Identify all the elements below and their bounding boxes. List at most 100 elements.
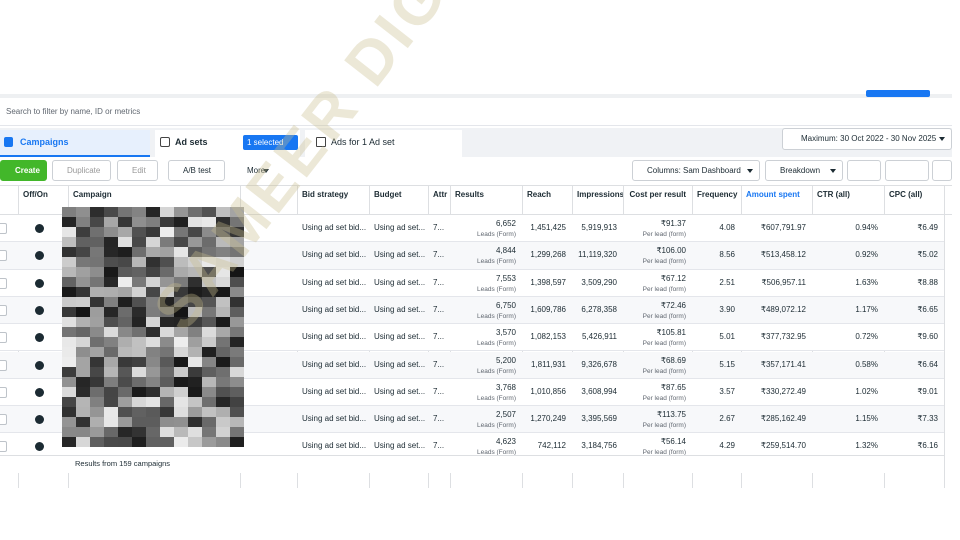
toolbar-button[interactable]: Columns: Sam Dashboard: [632, 160, 760, 181]
redacted-block: [174, 317, 188, 327]
checkbox[interactable]: [0, 332, 7, 344]
campaigns-tab[interactable]: [0, 130, 150, 157]
redacted-block: [202, 227, 216, 237]
toolbar-button[interactable]: Duplicate: [52, 160, 111, 181]
redacted-block: [230, 237, 244, 247]
toggle[interactable]: [35, 415, 44, 425]
redacted-block: [160, 397, 174, 407]
date-range: Maximum: 30 Oct 2022 - 30 Nov 2025: [801, 134, 937, 143]
toolbar-button[interactable]: Breakdown: [765, 160, 843, 181]
icon-button[interactable]: [847, 160, 881, 181]
toggle[interactable]: [35, 442, 44, 452]
cell: Using ad set bid...: [302, 304, 367, 314]
checkbox[interactable]: [0, 223, 7, 234]
redacted-block: [216, 337, 230, 347]
redacted-block: [62, 427, 76, 437]
checkbox[interactable]: [0, 414, 7, 426]
toolbar-button[interactable]: More: [232, 160, 276, 181]
toolbar-button[interactable]: Create: [0, 160, 47, 181]
redacted-block: [188, 287, 202, 297]
toolbar-button[interactable]: A/B test: [168, 160, 225, 181]
toggle[interactable]: [35, 251, 44, 261]
cell: Using ad set...: [374, 277, 426, 287]
cell: 5.01: [719, 332, 735, 342]
ads-tab[interactable]: [305, 130, 462, 157]
checkbox[interactable]: [0, 386, 7, 398]
redacted-block: [132, 327, 146, 337]
search-box[interactable]: [0, 100, 952, 126]
redacted-block: [216, 287, 230, 297]
redacted-block: [160, 387, 174, 397]
icon-button[interactable]: [932, 160, 952, 181]
redacted-block: [230, 427, 244, 437]
cell: 3.57: [719, 386, 735, 396]
toggle[interactable]: [35, 333, 44, 343]
publish-button[interactable]: [866, 90, 930, 97]
cell: ₹113.75: [657, 410, 686, 420]
redacted-block: [90, 297, 104, 307]
cell: Using ad set...: [374, 441, 426, 451]
redacted-block: [146, 407, 160, 417]
icon-button[interactable]: [885, 160, 929, 181]
column-header: CPC (all): [889, 190, 923, 199]
redacted-block: [76, 257, 90, 267]
redacted-block: [174, 417, 188, 427]
cell: 1,270,249: [530, 414, 566, 424]
redacted-block: [174, 327, 188, 337]
redacted-block: [216, 227, 230, 237]
toggle[interactable]: [35, 360, 44, 370]
redacted-block: [118, 357, 132, 367]
cell: 0.94%: [855, 223, 878, 232]
cell: ₹6.49: [917, 223, 938, 232]
selected-badge[interactable]: 1 selected: [243, 135, 298, 150]
redacted-block: [146, 277, 160, 287]
redacted-block: [90, 287, 104, 297]
cell: 4.08: [719, 223, 735, 232]
redacted-block: [62, 297, 76, 307]
redacted-block: [174, 257, 188, 267]
cell: 1.63%: [855, 277, 878, 287]
redacted-block: [188, 297, 202, 307]
checkbox[interactable]: [0, 250, 7, 262]
cell: 7...: [433, 414, 445, 424]
redacted-block: [90, 417, 104, 427]
redacted-block: [174, 207, 188, 217]
campaigns-icon: [4, 137, 13, 147]
redacted-block: [230, 417, 244, 427]
toggle[interactable]: [35, 305, 44, 315]
redacted-block: [132, 277, 146, 287]
redacted-block: [216, 377, 230, 387]
redacted-block: [62, 437, 76, 447]
cell-subtext: Per lead (form): [642, 394, 686, 402]
redacted-block: [118, 237, 132, 247]
checkbox[interactable]: [0, 304, 7, 316]
cell-subtext: Per lead (form): [642, 449, 686, 457]
cell: Using ad set...: [374, 223, 426, 232]
checkbox[interactable]: [0, 277, 7, 289]
cell: Using ad set bid...: [302, 250, 367, 260]
cell: Using ad set...: [374, 332, 426, 342]
cell: ₹506,957.11: [761, 277, 806, 287]
redacted-block: [188, 277, 202, 287]
date-range-button[interactable]: Maximum: 30 Oct 2022 - 30 Nov 2025: [782, 128, 952, 150]
toolbar-button[interactable]: Edit: [117, 160, 158, 181]
cell: 1,609,786: [530, 304, 566, 314]
redacted-block: [62, 267, 76, 277]
redacted-block: [146, 387, 160, 397]
redacted-block: [90, 307, 104, 317]
redacted-block: [62, 417, 76, 427]
toggle[interactable]: [35, 387, 44, 397]
redacted-block: [146, 257, 160, 267]
redacted-block: [174, 407, 188, 417]
cell: 7...: [433, 250, 445, 260]
toggle[interactable]: [35, 224, 44, 233]
redacted-block: [132, 207, 146, 217]
checkbox[interactable]: [0, 359, 7, 371]
redacted-block: [132, 357, 146, 367]
ads-icon: [316, 137, 326, 147]
ad-sets-icon: [160, 137, 170, 147]
toggle[interactable]: [35, 278, 44, 288]
redacted-block: [160, 427, 174, 437]
redacted-block: [230, 267, 244, 277]
checkbox[interactable]: [0, 441, 7, 453]
